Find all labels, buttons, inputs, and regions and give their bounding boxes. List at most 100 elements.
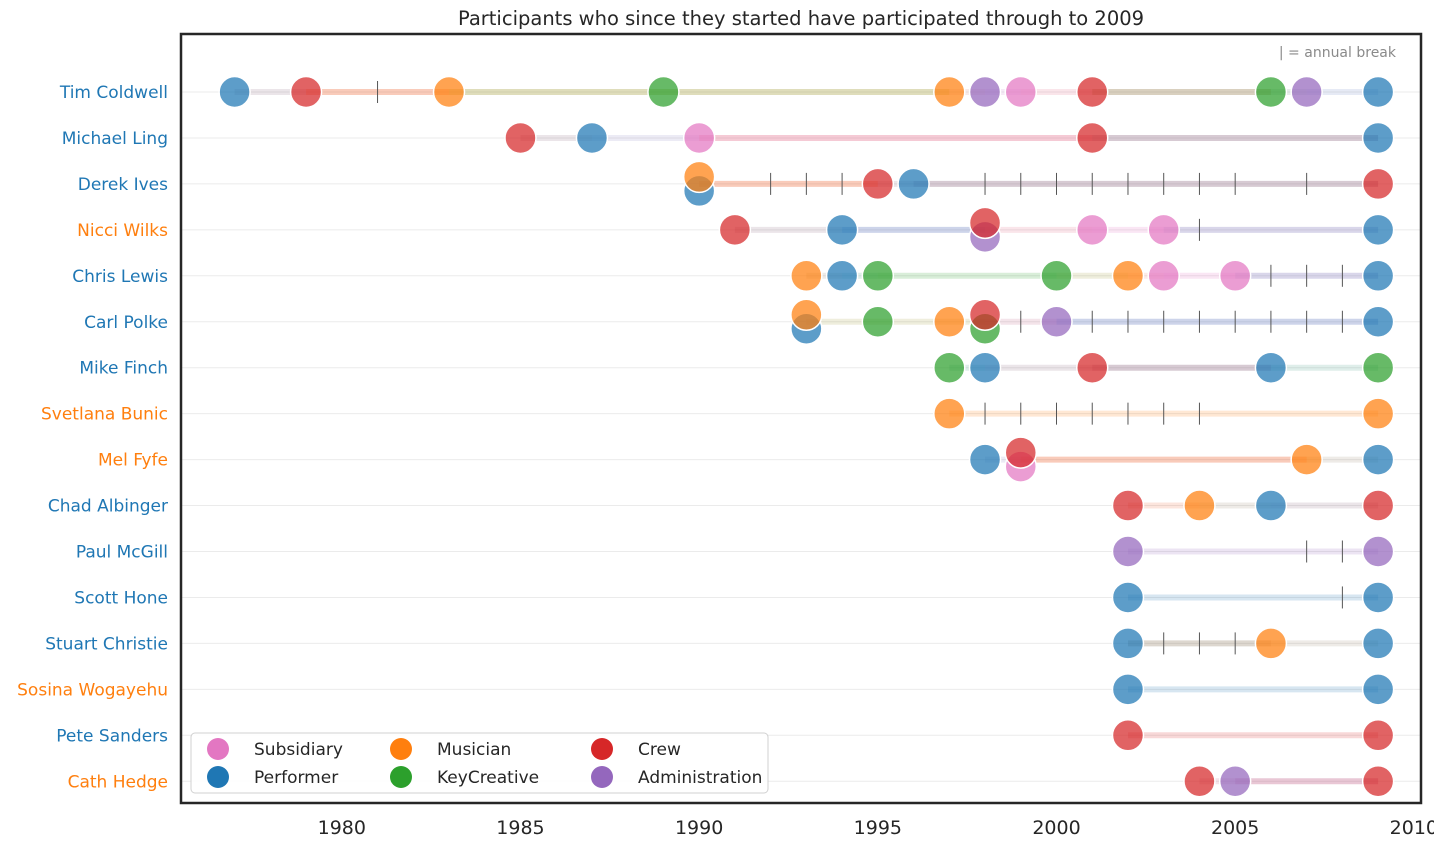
participant-row: [1111, 673, 1395, 706]
participant-name: Derek Ives: [78, 175, 168, 195]
participation-point: [933, 75, 966, 109]
participant-row: [933, 351, 1395, 384]
participation-point: [790, 259, 823, 293]
participation-point: [1111, 581, 1145, 614]
legend-marker: [390, 738, 412, 760]
legend-marker: [591, 766, 613, 788]
participant-row: [682, 160, 1395, 208]
participation-point: [1111, 535, 1145, 568]
participant-name: Tim Coldwell: [59, 83, 168, 103]
participant-row: [718, 206, 1395, 254]
participation-point: [1075, 121, 1109, 155]
participation-point: [1361, 75, 1395, 109]
participation-point: [1147, 213, 1180, 247]
participant-row: [1111, 719, 1395, 752]
legend-box: [190, 732, 769, 794]
participation-point: [1361, 627, 1395, 660]
participation-point: [1004, 436, 1038, 469]
participation-point: [718, 213, 752, 247]
x-tick-label: 1990: [675, 817, 723, 839]
participation-point: [1111, 259, 1145, 293]
participation-point: [1004, 75, 1038, 109]
participation-point: [968, 351, 1002, 384]
participation-point: [1361, 765, 1395, 798]
participant-row: [1111, 535, 1395, 568]
participation-point: [968, 75, 1002, 109]
x-tick-label: 1985: [496, 817, 544, 839]
participation-point: [1361, 397, 1395, 430]
legend-label: Subsidiary: [254, 740, 343, 760]
x-tick-label: 2010: [1390, 817, 1434, 839]
participation-point: [861, 259, 895, 293]
x-tick-label: 1980: [318, 817, 366, 839]
participation-point: [1075, 213, 1109, 247]
participation-point: [1361, 259, 1395, 293]
legend-label: Musician: [437, 740, 511, 760]
participation-point: [1040, 259, 1073, 293]
participant-row: [790, 298, 1395, 345]
participation-point: [1361, 121, 1395, 155]
participation-point: [1111, 489, 1145, 522]
participation-point: [432, 75, 466, 109]
participation-point: [1361, 719, 1395, 752]
participation-point: [968, 206, 1002, 240]
participant-row: [790, 259, 1395, 293]
participation-point: [1361, 581, 1395, 614]
participation-point: [825, 213, 859, 247]
legend-marker: [390, 766, 412, 788]
participant-name: Chris Lewis: [72, 267, 168, 287]
participation-point: [1147, 259, 1180, 293]
participation-point: [1361, 673, 1395, 706]
legend-marker: [591, 738, 613, 760]
participant-name: Stuart Christie: [45, 634, 168, 654]
participant-name: Cath Hedge: [68, 772, 168, 792]
x-tick-label: 2005: [1211, 817, 1259, 839]
participation-point: [1254, 627, 1288, 660]
participant-row: [1183, 765, 1395, 798]
participation-point: [933, 305, 966, 338]
participant-row: [1111, 627, 1395, 660]
legend-label: KeyCreative: [437, 768, 539, 788]
participant-row: [1111, 489, 1395, 522]
participation-point: [1361, 489, 1395, 522]
participant-name: Mike Finch: [79, 359, 168, 379]
participation-point: [1254, 351, 1288, 384]
participation-point: [1111, 719, 1145, 752]
participation-point: [1361, 213, 1395, 247]
participation-point: [1290, 75, 1323, 109]
chart-title: Participants who since they started have…: [457, 7, 1145, 30]
participation-point: [1254, 489, 1288, 522]
x-tick-label: 1995: [854, 817, 902, 839]
participant-row: [968, 436, 1395, 483]
x-tick-label: 2000: [1032, 817, 1080, 839]
participation-point: [682, 121, 716, 155]
participation-point: [218, 75, 251, 109]
participation-point: [1075, 75, 1109, 109]
legend: Subsidiary Performer Musician KeyCreative Cr…: [190, 732, 769, 794]
participant-name: Paul McGill: [76, 543, 168, 563]
participation-point: [1183, 489, 1216, 522]
participation-point: [1361, 351, 1395, 384]
legend-label: Performer: [254, 768, 338, 788]
participant-name: Svetlana Bunic: [41, 405, 168, 425]
legend-marker: [207, 738, 229, 760]
participation-point: [1183, 765, 1216, 798]
legend-label: Administration: [638, 768, 762, 788]
participation-point: [1254, 75, 1288, 109]
participation-point: [575, 121, 609, 155]
participation-point: [1361, 305, 1395, 338]
participation-point: [933, 351, 966, 384]
participation-point: [933, 397, 966, 430]
participant-row: [504, 121, 1395, 155]
participation-point: [1075, 351, 1109, 384]
participation-point: [790, 298, 823, 331]
participation-point: [861, 305, 895, 338]
participation-point: [1361, 535, 1395, 568]
participation-point: [682, 160, 716, 194]
participation-point: [1361, 443, 1395, 476]
participation-point: [1218, 259, 1252, 293]
participation-point: [825, 259, 859, 293]
participant-row: [218, 75, 1395, 109]
participation-point: [1040, 305, 1073, 338]
